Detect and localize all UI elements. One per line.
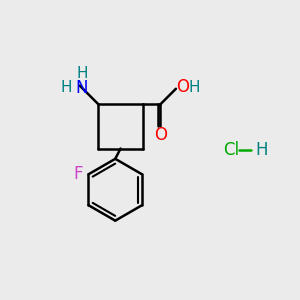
- Text: H: H: [76, 66, 88, 81]
- Text: O: O: [154, 126, 167, 144]
- Text: H: H: [61, 80, 72, 95]
- Text: Cl: Cl: [224, 141, 240, 159]
- Text: F: F: [74, 165, 83, 183]
- Text: H: H: [188, 80, 200, 95]
- Text: N: N: [76, 79, 88, 97]
- Text: O: O: [176, 78, 189, 96]
- Text: H: H: [255, 141, 268, 159]
